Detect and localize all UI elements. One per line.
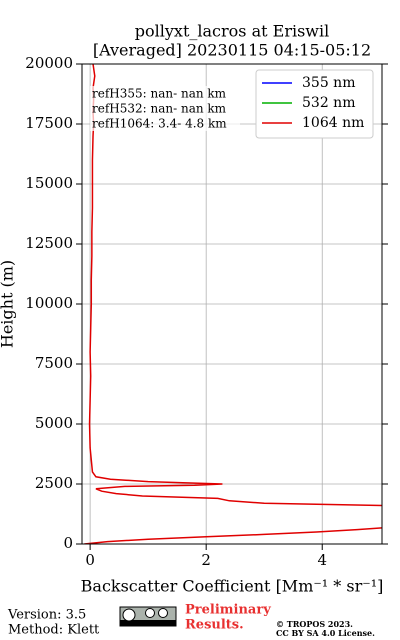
copyright: CC BY SA 4.0 License.	[276, 628, 375, 638]
chart-title: pollyxt_lacros at Eriswil	[135, 22, 329, 41]
version: Version: 3.5	[7, 608, 86, 623]
data-line	[84, 64, 382, 544]
license-logo	[119, 606, 177, 627]
annotation: refH532: nan- nan km	[92, 102, 227, 116]
y-tick-label: 7500	[35, 354, 73, 372]
legend-label: 355 nm	[302, 75, 355, 91]
annotation-bg	[90, 116, 240, 131]
y-tick-label: 10000	[25, 294, 73, 312]
annotation: refH355: nan- nan km	[92, 87, 227, 101]
y-tick-label: 5000	[35, 414, 73, 432]
y-axis-label: Height (m)	[0, 260, 17, 348]
notice: Preliminary	[185, 603, 271, 618]
annotation-bg	[90, 86, 240, 101]
annotation: refH1064: 3.4- 4.8 km	[92, 117, 227, 131]
y-tick-label: 0	[63, 534, 73, 552]
legend-label: 1064 nm	[302, 115, 364, 131]
x-tick-label: 4	[317, 551, 327, 569]
legend-box	[255, 69, 374, 139]
x-axis-label: Backscatter Coefficient [Mm⁻¹ * sr⁻¹]	[81, 577, 384, 596]
method: Method: Klett	[8, 623, 100, 638]
notice: Results.	[185, 618, 244, 633]
copyright: © TROPOS 2023.	[276, 619, 353, 629]
x-tick-label: 0	[85, 551, 95, 569]
x-tick-label: 2	[201, 551, 211, 569]
y-tick-label: 20000	[25, 54, 73, 72]
y-tick-label: 12500	[25, 234, 73, 252]
y-tick-label: 15000	[25, 174, 73, 192]
y-tick-label: 17500	[25, 114, 73, 132]
chart-subtitle: [Averaged] 20230115 04:15-05:12	[93, 41, 371, 60]
y-tick-label: 2500	[35, 474, 73, 492]
legend-label: 532 nm	[302, 95, 355, 111]
plot-frame	[81, 63, 383, 545]
annotation-bg	[90, 101, 240, 116]
